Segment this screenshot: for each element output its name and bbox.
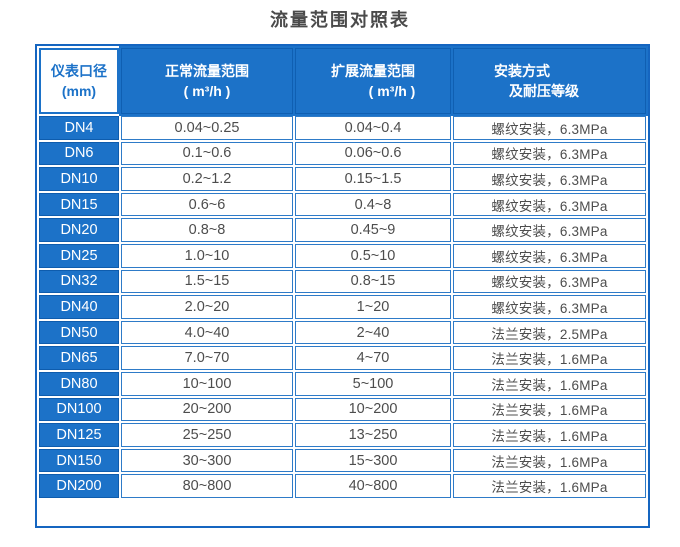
extended-flow-cell: 13~250 bbox=[295, 423, 451, 447]
header-normal-flow-range-unit: ( m³/h ) bbox=[183, 83, 231, 99]
row-dn-label: DN65 bbox=[39, 346, 119, 370]
installation-cell: 螺纹安装，6.3MPa bbox=[453, 269, 646, 294]
row-dn-label: DN10 bbox=[39, 167, 119, 191]
extended-flow-cell: 0.45~9 bbox=[295, 218, 451, 242]
header-installation-pressure: 安装方式 及耐压等级 bbox=[453, 48, 646, 114]
row-dn-label: DN150 bbox=[39, 448, 119, 473]
installation-cell: 法兰安装，1.6MPa bbox=[453, 423, 646, 447]
normal-flow-cell: 4.0~40 bbox=[121, 320, 293, 345]
installation-cell: 法兰安装，1.6MPa bbox=[453, 371, 646, 396]
flow-range-table: 仪表口径 (mm) 正常流量范围 ( m³/h ) 扩展流量范围 ( m³/h … bbox=[35, 44, 650, 528]
installation-cell: 螺纹安装，6.3MPa bbox=[453, 295, 646, 319]
header-meter-diameter-line1: 仪表口径 bbox=[51, 63, 107, 79]
header-extended-flow-range: 扩展流量范围 ( m³/h ) bbox=[295, 48, 451, 114]
page-title: 流量范围对照表 bbox=[270, 10, 410, 30]
normal-flow-cell: 0.6~6 bbox=[121, 192, 293, 217]
row-dn-label: DN4 bbox=[39, 116, 119, 140]
extended-flow-cell: 0.06~0.6 bbox=[295, 141, 451, 166]
installation-cell: 螺纹安装，6.3MPa bbox=[453, 141, 646, 166]
row-dn-label: DN40 bbox=[39, 295, 119, 319]
normal-flow-cell: 7.0~70 bbox=[121, 346, 293, 370]
extended-flow-cell: 4~70 bbox=[295, 346, 451, 370]
normal-flow-cell: 0.1~0.6 bbox=[121, 141, 293, 166]
normal-flow-cell: 1.0~10 bbox=[121, 243, 293, 268]
header-normal-flow-range-line1: 正常流量范围 bbox=[165, 63, 249, 79]
row-dn-label: DN100 bbox=[39, 397, 119, 422]
installation-cell: 螺纹安装，6.3MPa bbox=[453, 192, 646, 217]
normal-flow-cell: 25~250 bbox=[121, 423, 293, 447]
normal-flow-cell: 20~200 bbox=[121, 397, 293, 422]
installation-cell: 螺纹安装，6.3MPa bbox=[453, 167, 646, 191]
row-dn-label: DN200 bbox=[39, 474, 119, 498]
header-installation-line1: 安装方式 bbox=[494, 63, 550, 79]
extended-flow-cell: 40~800 bbox=[295, 474, 451, 498]
extended-flow-cell: 0.8~15 bbox=[295, 269, 451, 294]
extended-flow-cell: 2~40 bbox=[295, 320, 451, 345]
row-dn-label: DN20 bbox=[39, 218, 119, 242]
extended-flow-cell: 0.4~8 bbox=[295, 192, 451, 217]
extended-flow-cell: 5~100 bbox=[295, 371, 451, 396]
normal-flow-cell: 0.04~0.25 bbox=[121, 116, 293, 140]
installation-cell: 螺纹安装，6.3MPa bbox=[453, 243, 646, 268]
extended-flow-cell: 0.5~10 bbox=[295, 243, 451, 268]
normal-flow-cell: 80~800 bbox=[121, 474, 293, 498]
row-dn-label: DN25 bbox=[39, 243, 119, 268]
header-installation-line2: 及耐压等级 bbox=[509, 83, 579, 99]
installation-cell: 螺纹安装，6.3MPa bbox=[453, 218, 646, 242]
installation-cell: 法兰安装，1.6MPa bbox=[453, 346, 646, 370]
row-dn-label: DN32 bbox=[39, 269, 119, 294]
header-meter-diameter-unit: (mm) bbox=[61, 83, 97, 99]
extended-flow-cell: 1~20 bbox=[295, 295, 451, 319]
normal-flow-cell: 0.2~1.2 bbox=[121, 167, 293, 191]
installation-cell: 法兰安装，1.6MPa bbox=[453, 474, 646, 498]
installation-cell: 螺纹安装，6.3MPa bbox=[453, 116, 646, 140]
row-dn-label: DN80 bbox=[39, 371, 119, 396]
header-extended-flow-range-line1: 扩展流量范围 bbox=[331, 63, 415, 79]
normal-flow-cell: 2.0~20 bbox=[121, 295, 293, 319]
extended-flow-cell: 10~200 bbox=[295, 397, 451, 422]
header-meter-diameter: 仪表口径 (mm) bbox=[39, 48, 119, 114]
row-dn-label: DN125 bbox=[39, 423, 119, 447]
normal-flow-cell: 10~100 bbox=[121, 371, 293, 396]
installation-cell: 法兰安装，1.6MPa bbox=[453, 448, 646, 473]
extended-flow-cell: 0.04~0.4 bbox=[295, 116, 451, 140]
header-extended-flow-range-unit: ( m³/h ) bbox=[368, 83, 416, 99]
header-normal-flow-range: 正常流量范围 ( m³/h ) bbox=[121, 48, 293, 114]
row-dn-label: DN15 bbox=[39, 192, 119, 217]
installation-cell: 法兰安装，2.5MPa bbox=[453, 320, 646, 345]
extended-flow-cell: 0.15~1.5 bbox=[295, 167, 451, 191]
installation-cell: 法兰安装，1.6MPa bbox=[453, 397, 646, 422]
row-dn-label: DN6 bbox=[39, 141, 119, 166]
row-dn-label: DN50 bbox=[39, 320, 119, 345]
extended-flow-cell: 15~300 bbox=[295, 448, 451, 473]
normal-flow-cell: 1.5~15 bbox=[121, 269, 293, 294]
normal-flow-cell: 0.8~8 bbox=[121, 218, 293, 242]
normal-flow-cell: 30~300 bbox=[121, 448, 293, 473]
